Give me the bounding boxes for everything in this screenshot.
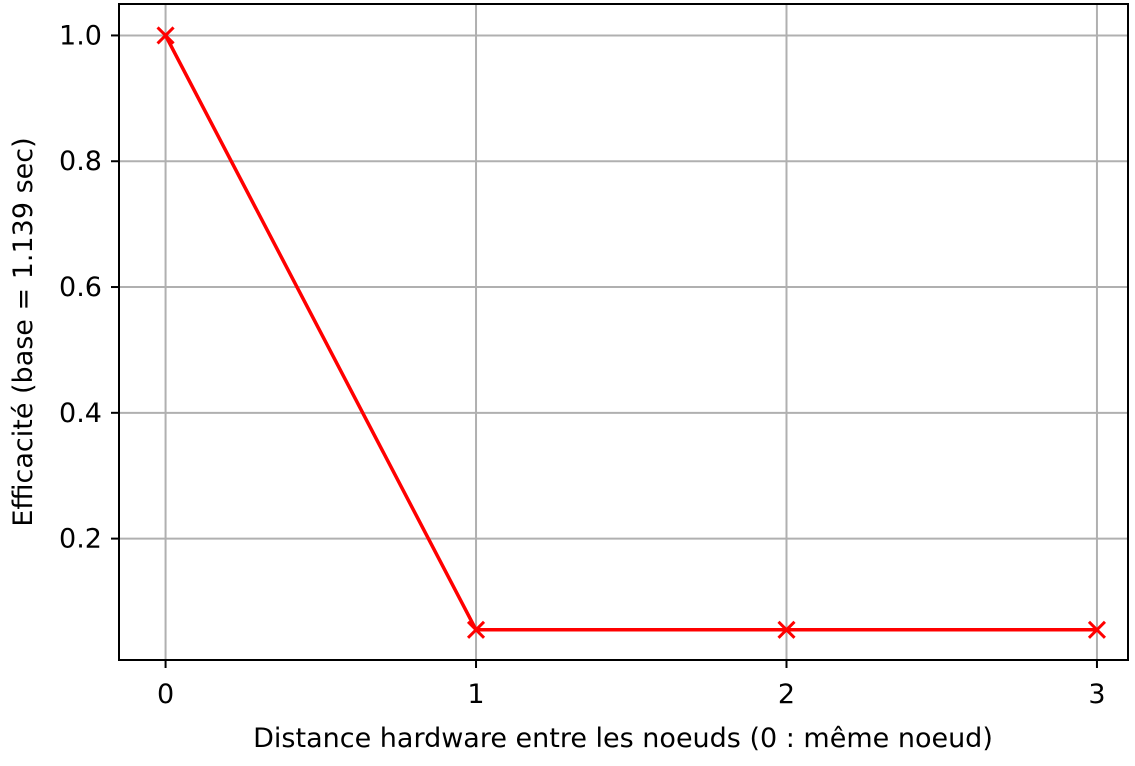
x-tick-label: 0 [157,679,174,710]
data-point-marker [1087,620,1107,639]
y-tick-label: 0.4 [59,398,102,429]
y-tick-label: 0.8 [59,146,102,177]
series-layer [156,26,1107,639]
x-tick-label: 2 [778,679,795,710]
marker-stroke [466,620,486,639]
marker-stroke [156,26,175,45]
marker-stroke [777,620,796,639]
y-axis-label: Efficacité (base = 1.139 sec) [8,137,39,526]
x-axis-label: Distance hardware entre les noeuds (0 : … [253,723,993,754]
y-tick-label: 0.6 [59,272,102,303]
x-tick-label: 3 [1088,679,1105,710]
data-point-marker [777,620,796,639]
data-point-marker [466,620,486,639]
plot-frame [118,3,1129,661]
x-tick-label: 1 [467,679,484,710]
marker-stroke [1087,620,1107,639]
data-point-marker [156,26,175,45]
series-line [163,33,1099,632]
y-tick-label: 1.0 [59,20,102,51]
ticks: 0 1 2 3 0.2 0.4 0.6 0.8 1.0 [59,20,1106,710]
y-tick-label: 0.2 [59,524,102,555]
grid [119,4,1128,660]
